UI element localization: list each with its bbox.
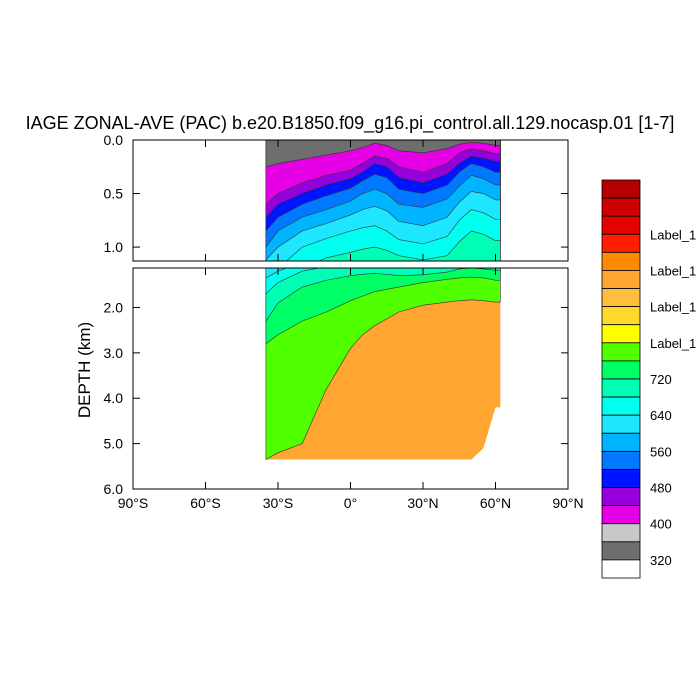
lower-band-10 [265, 268, 501, 461]
colorbar-swatch [601, 559, 641, 579]
upper-band-1 [265, 140, 501, 205]
colorbar-label: 560 [650, 444, 672, 459]
colorbar-label: 640 [650, 408, 672, 423]
y-tick-label: 2.0 [104, 299, 124, 315]
colorbar-swatch [601, 306, 641, 326]
colorbar-swatch [601, 450, 641, 470]
axes: 90°S 60°S 30°S 0° 30°N 60°N 90°N 0.0 0.5 1.0 2.0 3.… [104, 132, 584, 511]
colorbar-swatch [601, 233, 641, 253]
colorbar-swatch [601, 179, 641, 199]
colorbar-label: 320 [650, 553, 672, 568]
colorbar: Label_1 Label_1 Label_1 Label_1 720 640 560 480… [601, 179, 696, 579]
y-tick-label: 0.5 [104, 186, 124, 202]
colorbar-swatch [601, 469, 641, 488]
upper-panel-contours [265, 140, 501, 261]
x-tick-label: 30°S [263, 495, 294, 511]
chart-title: IAGE ZONAL-AVE (PAC) b.e20.B1850.f09_g16… [25, 113, 675, 133]
colorbar-swatch [601, 270, 641, 289]
colorbar-swatch [601, 396, 641, 416]
x-tick-label: 0° [344, 495, 357, 511]
x-tick-label: 30°N [407, 495, 438, 511]
x-tick-label: 90°N [552, 495, 583, 511]
x-tick-label: 60°N [480, 495, 511, 511]
y-tick-label: 1.0 [104, 239, 124, 255]
colorbar-swatch [601, 197, 641, 217]
upper-surface-band [265, 140, 501, 168]
colorbar-swatch [601, 215, 641, 235]
colorbar-label: 720 [650, 372, 672, 387]
colorbar-swatch [601, 251, 641, 271]
colorbar-label: 400 [650, 517, 672, 532]
y-tick-label: 5.0 [104, 436, 124, 452]
colorbar-swatch [601, 324, 641, 344]
colorbar-swatch [601, 541, 641, 561]
colorbar-swatch [601, 487, 641, 507]
y-axis-label: DEPTH (km) [75, 322, 94, 418]
colorbar-label: Label_1 [650, 263, 696, 278]
colorbar-swatch [601, 342, 641, 362]
lower-band-7 [265, 268, 321, 295]
colorbar-swatch [601, 288, 641, 308]
x-tick-label: 90°S [118, 495, 149, 511]
x-tick-label: 60°S [190, 495, 221, 511]
y-tick-label: 0.0 [104, 132, 124, 148]
y-tick-label: 3.0 [104, 345, 124, 361]
colorbar-label: Label_1 [650, 336, 696, 351]
colorbar-swatch [601, 414, 641, 434]
colorbar-label: Label_1 [650, 300, 696, 315]
y-tick-label: 6.0 [104, 481, 124, 497]
lower-band-6 [265, 268, 288, 279]
colorbar-swatch [601, 523, 641, 543]
colorbar-swatch [601, 432, 641, 452]
colorbar-label: 480 [650, 481, 672, 496]
colorbar-swatch [601, 378, 641, 398]
lower-panel-contours [265, 268, 501, 461]
lower-band-9 [265, 268, 501, 345]
colorbar-label: Label_1 [650, 227, 696, 242]
colorbar-swatch [601, 360, 641, 380]
colorbar-swatch [601, 505, 641, 525]
y-tick-label: 4.0 [104, 390, 124, 406]
